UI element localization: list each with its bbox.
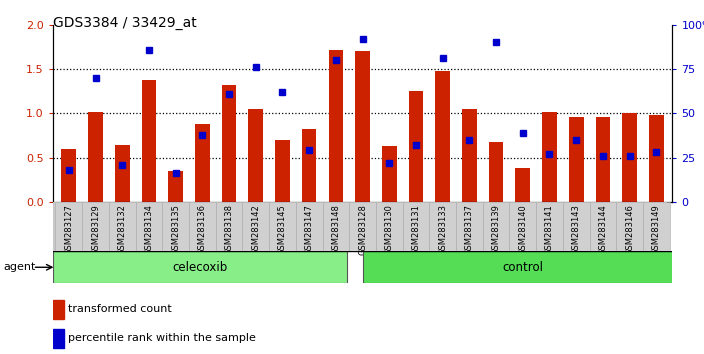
Text: GSM283137: GSM283137 <box>465 204 474 255</box>
Text: GSM283148: GSM283148 <box>332 204 340 255</box>
Bar <box>115 145 130 202</box>
Bar <box>296 202 322 251</box>
Text: GSM283132: GSM283132 <box>118 204 127 255</box>
Bar <box>382 146 396 202</box>
Text: GSM283129: GSM283129 <box>91 204 100 255</box>
Text: GSM283143: GSM283143 <box>572 204 581 255</box>
Bar <box>649 115 664 202</box>
Text: agent: agent <box>4 262 36 272</box>
Text: GDS3384 / 33429_at: GDS3384 / 33429_at <box>53 16 196 30</box>
Text: control: control <box>502 261 543 274</box>
Bar <box>542 113 557 202</box>
Text: GSM283127: GSM283127 <box>64 204 73 255</box>
Bar <box>562 202 589 251</box>
Text: GSM283139: GSM283139 <box>491 204 501 255</box>
Text: GSM283145: GSM283145 <box>278 204 287 255</box>
Text: GSM283147: GSM283147 <box>305 204 314 255</box>
Text: GSM283128: GSM283128 <box>358 204 367 255</box>
Text: GSM283131: GSM283131 <box>411 204 420 255</box>
Bar <box>456 202 483 251</box>
Bar <box>168 171 183 202</box>
Bar <box>61 149 76 202</box>
Bar <box>510 202 536 251</box>
Bar <box>329 51 344 202</box>
Bar <box>136 202 163 251</box>
Text: GSM283134: GSM283134 <box>144 204 153 255</box>
Text: transformed count: transformed count <box>68 304 172 314</box>
Bar <box>215 202 242 251</box>
Bar <box>269 202 296 251</box>
Bar <box>53 300 64 319</box>
Bar <box>429 202 456 251</box>
Bar <box>322 202 349 251</box>
Text: GSM283141: GSM283141 <box>545 204 554 255</box>
Bar <box>56 202 82 251</box>
Bar <box>349 202 376 251</box>
Text: GSM283149: GSM283149 <box>652 204 661 255</box>
Bar <box>242 202 269 251</box>
Bar <box>515 168 530 202</box>
Text: percentile rank within the sample: percentile rank within the sample <box>68 333 256 343</box>
Bar <box>163 202 189 251</box>
Bar <box>483 202 510 251</box>
Bar <box>616 202 643 251</box>
Bar <box>88 113 103 202</box>
Bar <box>643 202 670 251</box>
Bar <box>302 129 317 202</box>
Bar <box>195 124 210 202</box>
Bar <box>189 202 215 251</box>
Text: GSM283144: GSM283144 <box>598 204 608 255</box>
Bar <box>275 140 290 202</box>
Bar <box>82 202 109 251</box>
Bar <box>622 113 637 202</box>
Text: GSM283142: GSM283142 <box>251 204 260 255</box>
Bar <box>408 91 423 202</box>
Bar <box>53 329 64 348</box>
Bar <box>462 109 477 202</box>
Bar <box>142 80 156 202</box>
Bar <box>435 71 450 202</box>
Bar <box>356 51 370 202</box>
Bar <box>249 109 263 202</box>
Text: GSM283130: GSM283130 <box>385 204 394 255</box>
Bar <box>536 202 562 251</box>
Text: GSM283133: GSM283133 <box>438 204 447 255</box>
Bar <box>53 251 346 283</box>
Text: GSM283138: GSM283138 <box>225 204 234 255</box>
Text: GSM283146: GSM283146 <box>625 204 634 255</box>
Text: celecoxib: celecoxib <box>172 261 227 274</box>
Bar <box>109 202 136 251</box>
Bar <box>569 117 584 202</box>
Bar <box>589 202 616 251</box>
Bar <box>376 202 403 251</box>
Bar <box>403 202 429 251</box>
Text: GSM283136: GSM283136 <box>198 204 207 255</box>
Bar <box>363 251 683 283</box>
Text: GSM283140: GSM283140 <box>518 204 527 255</box>
Bar <box>222 85 237 202</box>
Bar <box>489 143 503 202</box>
Text: GSM283135: GSM283135 <box>171 204 180 255</box>
Bar <box>596 117 610 202</box>
